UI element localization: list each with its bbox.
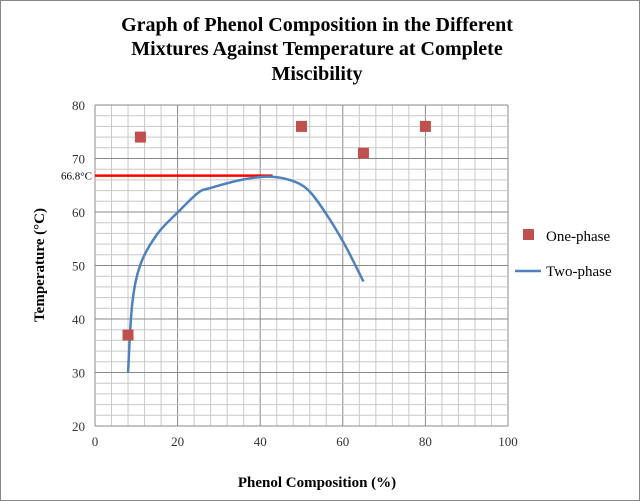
- x-tick-label: 80: [419, 434, 432, 449]
- one-phase-point: [296, 120, 307, 132]
- one-phase-point: [419, 120, 431, 132]
- chart-title: Graph of Phenol Composition in the Diffe…: [121, 14, 513, 85]
- x-tick-label: 20: [171, 434, 184, 449]
- legend-label-one-phase: One-phase: [546, 229, 610, 245]
- y-axis-label: Temperature (°C): [32, 208, 48, 322]
- tick-labels: 0 20 40 60 80 100 20 30 40 50 60 70 80: [72, 98, 518, 449]
- legend-marker-one-phase: [523, 229, 534, 240]
- grid: [94, 104, 509, 427]
- y-tick-label: 50: [72, 259, 85, 274]
- y-tick-label: 70: [72, 152, 85, 167]
- legend: One-phase Two-phase: [515, 229, 612, 280]
- x-tick-label: 60: [336, 434, 349, 449]
- two-phase-curve: [126, 175, 365, 373]
- chart-title-line: Miscibility: [271, 63, 362, 85]
- y-tick-label: 20: [72, 419, 85, 434]
- plot-marks: 66.8°C: [61, 120, 431, 373]
- y-tick-label: 40: [72, 312, 85, 327]
- one-phase-point: [134, 131, 146, 143]
- x-tick-label: 40: [254, 434, 267, 449]
- chart-title-line: Graph of Phenol Composition in the Diffe…: [121, 14, 513, 36]
- one-phase-point: [122, 329, 134, 341]
- critical-temperature-label: 66.8°C: [61, 171, 92, 183]
- y-tick-label: 30: [72, 366, 85, 381]
- x-tick-label: 0: [92, 434, 99, 449]
- legend-label-two-phase: Two-phase: [546, 264, 612, 280]
- x-tick-label: 100: [498, 434, 518, 449]
- chart-title-line: Mixtures Against Temperature at Complete: [131, 38, 503, 60]
- y-tick-label: 60: [72, 205, 85, 220]
- x-axis-label: Phenol Composition (%): [238, 475, 396, 491]
- one-phase-point: [357, 147, 369, 159]
- y-tick-label: 80: [72, 98, 85, 113]
